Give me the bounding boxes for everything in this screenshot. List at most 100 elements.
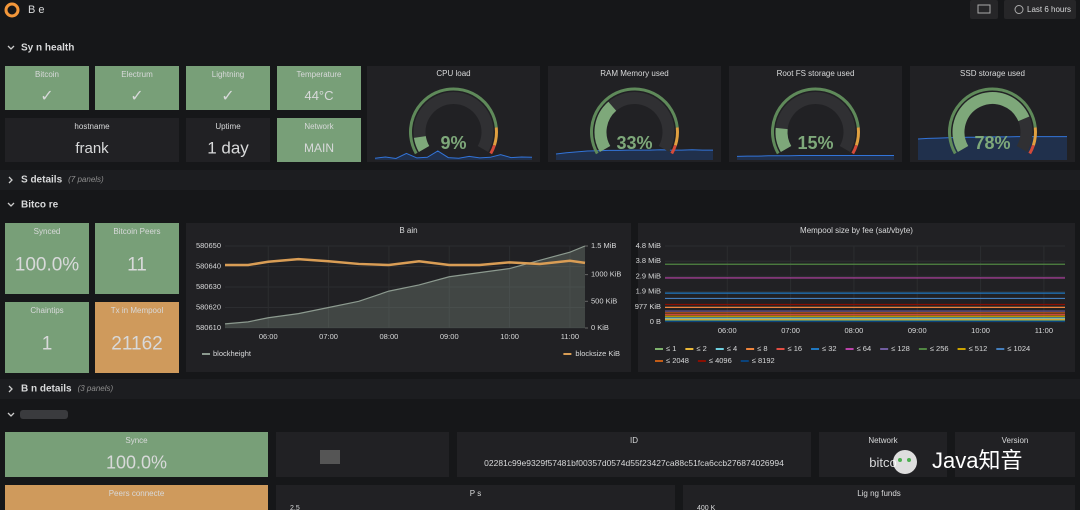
x-tick-label: 09:00 (908, 326, 927, 335)
panel-title: hostname (74, 122, 110, 131)
row-note: (7 panels) (68, 175, 104, 184)
panel (276, 432, 449, 477)
legend-label[interactable]: blocksize KiB (575, 349, 620, 358)
legend-label[interactable]: blockheight (213, 349, 252, 358)
blurred-content (320, 450, 340, 464)
legend-label[interactable]: ≤ 16 (788, 344, 803, 353)
y-tick-label: 4.8 MiB (636, 241, 661, 250)
panel-title: RAM Memory used (600, 69, 668, 78)
y-tick-label: 580630 (196, 282, 221, 291)
x-tick-label: 06:00 (718, 326, 737, 335)
row-title[interactable]: Bitco re (21, 200, 59, 211)
row-title[interactable]: S details (21, 175, 63, 186)
panel-title: Network (304, 122, 334, 131)
watermark-icon (893, 450, 917, 474)
chart-title: Mempool size by fee (sat/vbyte) (800, 226, 913, 235)
legend-label[interactable]: ≤ 32 (822, 344, 837, 353)
stat-value: 100.0% (15, 255, 80, 276)
panel-title: Root FS storage used (777, 69, 855, 78)
y2-tick-label: 1000 KiB (591, 270, 621, 279)
collapsed-row-band (0, 170, 1080, 190)
panel-title: Uptime (215, 122, 241, 131)
stat-value: ✓ (221, 88, 234, 105)
y-tick-label: 0 B (650, 317, 661, 326)
watermark-icon-dot (907, 458, 911, 462)
row-title[interactable]: B n details (21, 384, 72, 395)
y-tick-label: 1.9 MiB (636, 287, 661, 296)
x-tick-label: 11:00 (561, 332, 579, 341)
legend-label[interactable]: ≤ 1 (666, 344, 676, 353)
stat-value: bitco (869, 455, 896, 470)
stat-value: 02281c99e9329f57481bf00357d0574d55f23427… (484, 458, 784, 468)
gauge-label: 15% (797, 133, 833, 153)
blurred-row-title (20, 410, 68, 419)
legend-label[interactable]: ≤ 2048 (666, 356, 689, 365)
legend-label[interactable]: ≤ 1024 (1007, 344, 1030, 353)
y-tick-label: 977 KiB (635, 302, 661, 311)
y-tick-label: 3.8 MiB (636, 256, 661, 265)
y-tick-label: 580650 (196, 241, 221, 250)
chart-title: B ain (399, 226, 417, 235)
panel-title: Chaintips (30, 306, 63, 315)
x-tick-label: 06:00 (259, 332, 278, 341)
panel-title: Synce (125, 436, 148, 445)
stat-value: 11 (127, 255, 147, 276)
y2-tick-label: 1.5 MiB (591, 241, 616, 250)
watermark-icon-dot (898, 458, 902, 462)
legend-label[interactable]: ≤ 4096 (709, 356, 732, 365)
panel-title: P s (470, 489, 481, 498)
stat-value: MAIN (304, 141, 334, 155)
legend-label[interactable]: ≤ 2 (696, 344, 706, 353)
stat-value: ✓ (40, 88, 53, 105)
row-title[interactable]: Sy n health (21, 43, 74, 54)
panel-title: Lig ng funds (857, 489, 901, 498)
gauge-label: 9% (440, 133, 466, 153)
x-tick-label: 10:00 (500, 332, 519, 341)
panel-title: CPU load (436, 69, 470, 78)
legend-label[interactable]: ≤ 256 (930, 344, 949, 353)
panel-title: ID (630, 436, 638, 445)
panel-title: SSD storage used (960, 69, 1025, 78)
panel-title: Tx in Mempool (111, 306, 164, 315)
y-tick-label: 580610 (196, 323, 221, 332)
legend-label[interactable]: ≤ 8192 (752, 356, 775, 365)
x-tick-label: 11:00 (1035, 326, 1053, 335)
watermark: Java知音 (932, 448, 1022, 473)
stat-value: 100.0% (106, 452, 167, 472)
stat-value: 44°C (304, 88, 333, 103)
x-tick-label: 07:00 (781, 326, 800, 335)
dashboard-title[interactable]: B e (28, 4, 45, 16)
axis-tick-label: 2.5 (290, 505, 300, 510)
y2-tick-label: 500 KiB (591, 296, 617, 305)
panel-title: Bitcoin Peers (113, 227, 160, 236)
gauge-label: 78% (974, 133, 1010, 153)
y2-tick-label: 0 KiB (591, 323, 609, 332)
stat-value: 21162 (111, 334, 162, 355)
legend-label[interactable]: ≤ 128 (891, 344, 910, 353)
panel-title: Peers connecte (109, 489, 165, 498)
axis-tick-label: 400 K (697, 505, 716, 510)
legend-label[interactable]: ≤ 64 (857, 344, 872, 353)
y-tick-label: 580620 (196, 302, 221, 311)
panel-title: Electrum (121, 70, 153, 79)
tv-mode-button[interactable] (970, 0, 998, 19)
stat-value: 1 (42, 334, 53, 355)
time-range[interactable]: Last 6 hours (1027, 5, 1071, 14)
panel-title: Synced (34, 227, 61, 236)
legend-label[interactable]: ≤ 4 (727, 344, 737, 353)
stat-value: frank (75, 140, 109, 157)
panel-title: Network (868, 436, 898, 445)
row-note: (3 panels) (78, 384, 114, 393)
x-tick-label: 09:00 (440, 332, 459, 341)
legend-label[interactable]: ≤ 512 (969, 344, 988, 353)
collapsed-row-band (0, 379, 1080, 399)
stat-value: 1 day (207, 138, 249, 157)
y-tick-label: 2.9 MiB (636, 271, 661, 280)
legend-label[interactable]: ≤ 8 (757, 344, 767, 353)
panel-title: Version (1002, 436, 1029, 445)
panel-title: Temperature (297, 70, 342, 79)
gauge-value (420, 137, 424, 149)
gauge-label: 33% (616, 133, 652, 153)
